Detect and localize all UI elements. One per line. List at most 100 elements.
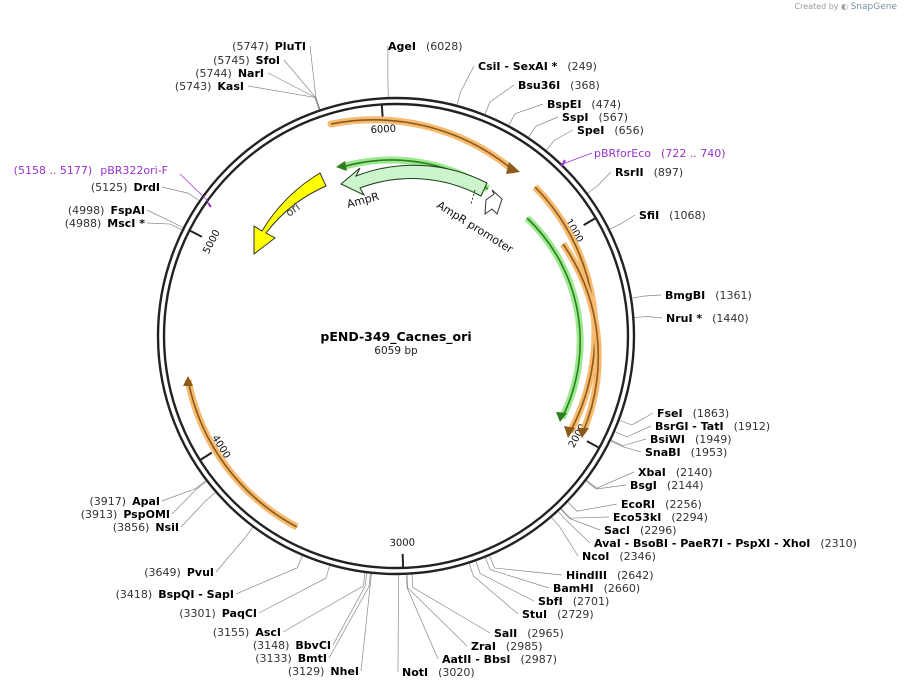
tick-label-3000: 3000 xyxy=(389,538,415,550)
pbrforeco-primer-mark xyxy=(561,159,566,167)
site-pos-paqci: (3301) xyxy=(179,607,216,620)
site-csii[interactable]: CsiI - SexAI * (249) xyxy=(478,60,597,73)
site-nsii[interactable]: (3856) NsiI xyxy=(113,521,179,534)
site-rsrii[interactable]: RsrII (897) xyxy=(615,166,683,179)
site-nrui[interactable]: NruI * (1440) xyxy=(666,312,749,325)
site-bsu36i[interactable]: Bsu36I (368) xyxy=(518,79,600,92)
site-name-bsgi: BsgI xyxy=(630,479,657,492)
leader-ncoi xyxy=(551,517,579,557)
site-pos-hindiii: (2642) xyxy=(617,569,654,582)
leader-bsiwi xyxy=(611,438,647,447)
site-stui[interactable]: StuI (2729) xyxy=(522,608,594,621)
pbr322ori-primer-label[interactable]: (5158 .. 5177) pBR322ori-F xyxy=(14,164,168,177)
site-spei[interactable]: SpeI (656) xyxy=(577,124,644,137)
site-name-hindiii: HindIII xyxy=(566,569,607,582)
site-name-bsiwi: BsiWI xyxy=(650,433,685,446)
site-name-drdi: DrdI xyxy=(133,181,160,194)
leader-snabi xyxy=(610,440,642,453)
site-xbai[interactable]: XbaI (2140) xyxy=(638,466,712,479)
site-bbvci[interactable]: (3148) BbvCI xyxy=(253,639,331,652)
site-bamhi[interactable]: BamHI (2660) xyxy=(553,582,640,595)
site-paqci[interactable]: (3301) PaqCI xyxy=(179,607,257,620)
site-name-bmti: BmtI xyxy=(298,652,327,665)
site-fsei[interactable]: FseI (1863) xyxy=(657,407,729,420)
site-pos-kasi: (5743) xyxy=(175,80,212,93)
site-apai[interactable]: (3917) ApaI xyxy=(90,495,160,508)
backbone-outer xyxy=(156,96,636,576)
site-name-nrui: NruI * xyxy=(666,312,702,325)
site-kasi[interactable]: (5743) KasI xyxy=(175,80,244,93)
site-name-sspi: SspI xyxy=(562,111,588,124)
site-drdi[interactable]: (5125) DrdI xyxy=(91,181,160,194)
tick-4000 xyxy=(199,451,213,461)
site-pos-fsei: (1863) xyxy=(693,407,730,420)
leader-nari xyxy=(267,72,320,110)
site-fspai[interactable]: (4998) FspAI xyxy=(68,204,145,217)
leader-drdi xyxy=(161,186,200,201)
site-ecori[interactable]: EcoRI (2256) xyxy=(621,498,702,511)
tick-2000 xyxy=(586,440,600,449)
site-msci[interactable]: (4988) MscI * xyxy=(65,217,146,230)
site-bsgi[interactable]: BsgI (2144) xyxy=(630,479,703,492)
site-asci[interactable]: (3155) AscI xyxy=(213,626,281,639)
site-pos-nhei: (3129) xyxy=(288,665,325,678)
site-pos-xbai: (2140) xyxy=(676,466,713,479)
site-pos-aatii: (2987) xyxy=(521,653,558,666)
ampr-promoter-arrow[interactable] xyxy=(484,189,503,216)
pbrforeco-primer-label[interactable]: pBRforEco (722 .. 740) xyxy=(594,147,726,160)
site-nhei[interactable]: (3129) NheI xyxy=(288,665,359,678)
site-pvui[interactable]: (3649) PvuI xyxy=(144,566,214,579)
site-pos-pvui: (3649) xyxy=(144,566,181,579)
site-avai[interactable]: AvaI - BsoBI - PaeR7I - PspXI - XhoI (231… xyxy=(594,537,857,550)
leader-bspqi xyxy=(235,555,303,595)
site-hindiii[interactable]: HindIII (2642) xyxy=(566,569,654,582)
site-name-paqci: PaqCI xyxy=(222,607,257,620)
site-name-sbfi: SbfI xyxy=(538,595,563,608)
site-saci[interactable]: SacI (2296) xyxy=(604,524,677,537)
site-aatii[interactable]: AatII - BbsI (2987) xyxy=(442,653,557,666)
site-agei[interactable]: AgeI (6028) xyxy=(388,40,463,53)
site-name-sfii: SfiI xyxy=(639,209,659,222)
site-pos-bsiwi: (1949) xyxy=(695,433,732,446)
ampr-arrow[interactable] xyxy=(340,164,488,197)
site-pos-saci: (2296) xyxy=(640,524,677,537)
site-bspqi[interactable]: (3418) BspQI - SapI xyxy=(116,588,234,601)
ori-arrow[interactable] xyxy=(253,172,327,256)
site-bspei[interactable]: BspEI (474) xyxy=(547,98,621,111)
leader-spei xyxy=(546,129,574,151)
site-nari[interactable]: (5744) NarI xyxy=(195,67,264,80)
site-pos-asci: (3155) xyxy=(213,626,250,639)
site-noti[interactable]: NotI (3020) xyxy=(402,666,475,679)
site-bsrgi[interactable]: BsrGI - TatI (1912) xyxy=(655,420,770,433)
site-snabi[interactable]: SnaBI (1953) xyxy=(645,446,727,459)
site-pos-bamhi: (2660) xyxy=(604,582,641,595)
site-pspomi[interactable]: (3913) PspOMI xyxy=(81,508,170,521)
tick-label-5000: 5000 xyxy=(201,228,222,256)
site-zrai[interactable]: ZraI (2985) xyxy=(471,640,543,653)
site-bmti[interactable]: (3133) BmtI xyxy=(255,652,327,665)
watermark-prefix: Created by xyxy=(794,2,839,11)
site-bmgbi[interactable]: BmgBI (1361) xyxy=(665,289,752,302)
site-bsiwi[interactable]: BsiWI (1949) xyxy=(650,433,732,446)
leader-rsrii xyxy=(587,171,612,194)
site-name-spei: SpeI xyxy=(577,124,604,137)
leader-bsu36i xyxy=(484,84,515,115)
site-name-bspqi: BspQI - SapI xyxy=(158,588,234,601)
site-pos-bmti: (3133) xyxy=(255,652,292,665)
leader-sspi xyxy=(528,116,559,138)
site-sfoi[interactable]: (5745) SfoI xyxy=(213,54,280,67)
site-sali[interactable]: SalI (2965) xyxy=(494,627,564,640)
site-ncoi[interactable]: NcoI (2346) xyxy=(582,550,656,563)
plasmid-length: 6059 bp xyxy=(374,345,418,357)
snapgene-logo-icon: ◐ xyxy=(841,2,849,11)
site-sspi[interactable]: SspI (567) xyxy=(562,111,628,124)
site-sfii[interactable]: SfiI (1068) xyxy=(639,209,706,222)
site-sbfi[interactable]: SbfI (2701) xyxy=(538,595,609,608)
site-name-ncoi: NcoI xyxy=(582,550,609,563)
site-name-sali: SalI xyxy=(494,627,517,640)
site-eco53ki[interactable]: Eco53kI (2294) xyxy=(613,511,708,524)
site-name-fsei: FseI xyxy=(657,407,683,420)
leader-pvui xyxy=(215,527,254,573)
site-pluti[interactable]: (5747) PluTI xyxy=(232,40,306,53)
site-pos-avai: (2310) xyxy=(820,537,857,550)
